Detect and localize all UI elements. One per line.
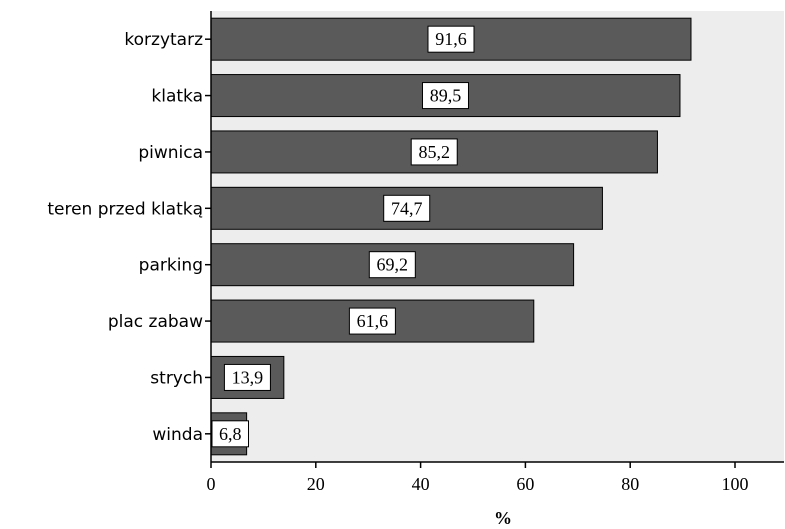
y-axis-ticks: korzytarz klatka piwnica teren przed klatką… [47,30,211,445]
category-label-1: klatka [151,87,203,107]
data-label-3: 74,7 [391,198,423,218]
data-label-box-1 [421,82,469,110]
x-tick-label-2: 40 [412,474,430,494]
bars-group: 91,6 89,5 85,2 74,7 69,2 61,6 13,9 6,8 [210,17,692,456]
data-label-box-5 [348,307,396,335]
category-label-0: korzytarz [124,30,203,50]
category-label-2: piwnica [138,143,203,163]
data-label-box-3 [383,194,431,222]
data-label-5: 61,6 [357,311,389,331]
x-tick-label-4: 80 [621,474,639,494]
category-label-5: plac zabaw [108,312,203,332]
data-label-box-4 [368,251,416,279]
x-axis-title: % [494,508,512,528]
x-tick-label-1: 20 [307,474,325,494]
data-label-2: 85,2 [418,142,450,162]
data-label-box-6 [223,363,271,391]
data-label-0: 91,6 [435,29,467,49]
data-label-box-0 [427,25,475,53]
data-label-7: 6,8 [219,424,242,444]
x-tick-label-0: 0 [207,474,216,494]
category-label-3: teren przed klatką [47,199,203,219]
data-label-6: 13,9 [232,367,264,387]
category-label-6: strych [150,368,203,388]
category-label-4: parking [139,256,203,276]
data-label-4: 69,2 [377,255,409,275]
data-label-box-2 [410,138,458,166]
x-tick-label-5: 100 [722,474,749,494]
data-label-box-7 [211,420,249,448]
data-label-1: 89,5 [430,86,462,106]
category-label-7: winda [152,425,203,445]
x-axis-ticks: 0 20 40 60 80 100 [207,462,749,494]
x-tick-label-3: 60 [516,474,534,494]
